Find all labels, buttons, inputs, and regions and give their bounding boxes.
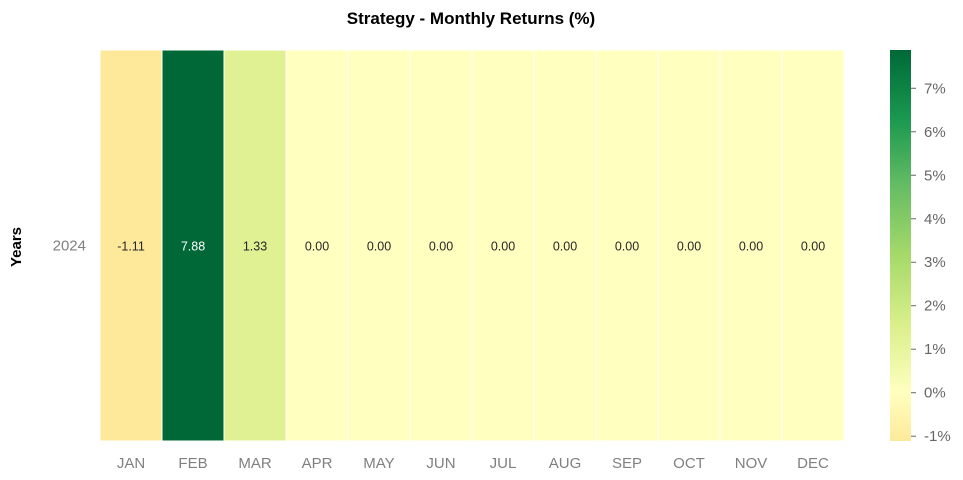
colorbar-tick-label: -1% xyxy=(924,428,951,445)
cell-value-label: 0.00 xyxy=(677,240,701,254)
colorbar-tick-label: 1% xyxy=(924,341,946,358)
cell-value-label: 0.00 xyxy=(367,240,391,254)
x-tick-label: MAR xyxy=(238,455,272,472)
colorbar-tick-label: 5% xyxy=(924,167,946,184)
cell-value-label: -1.11 xyxy=(117,240,145,254)
x-tick-label: NOV xyxy=(735,455,768,472)
x-tick-label: AUG xyxy=(549,455,582,472)
x-tick-labels: JAN FEB MAR APR MAY JUN JUL AUG SEP OCT NOV DEC xyxy=(117,455,829,472)
y-axis-label: Years xyxy=(8,227,25,267)
cell-value-label: 7.88 xyxy=(181,240,205,254)
colorbar-tick-label: 4% xyxy=(924,211,946,228)
heatmap-cell xyxy=(471,49,535,442)
cell-annotations: -1.11 7.88 1.33 0.00 0.00 0.00 0.00 0.00 0.00 0.0… xyxy=(117,240,825,254)
colorbar-tick-label: 3% xyxy=(924,254,946,271)
x-tick-label: JAN xyxy=(117,455,145,472)
heatmap-cells xyxy=(99,49,845,442)
colorbar-tick-label: 0% xyxy=(924,385,946,402)
heatmap-cell xyxy=(223,49,287,442)
colorbar-ticks: -1% 0% 1% 2% 3% 4% 5% 6% 7% xyxy=(911,80,951,445)
heatmap-cell xyxy=(285,49,349,442)
cell-value-label: 0.00 xyxy=(615,240,639,254)
cell-value-label: 0.00 xyxy=(305,240,329,254)
colorbar-tick-label: 2% xyxy=(924,298,946,315)
heatmap-cell xyxy=(657,49,721,442)
colorbar-tick-label: 6% xyxy=(924,124,946,141)
cell-value-label: 0.00 xyxy=(553,240,577,254)
cell-value-label: 0.00 xyxy=(429,240,453,254)
colorbar-tick-label: 7% xyxy=(924,80,946,97)
heatmap-cell xyxy=(533,49,597,442)
colorbar xyxy=(890,50,911,441)
heatmap-cell xyxy=(595,49,659,442)
x-tick-label: MAY xyxy=(363,455,394,472)
cell-value-label: 0.00 xyxy=(491,240,515,254)
x-tick-label: SEP xyxy=(612,455,642,472)
heatmap-cell xyxy=(409,49,473,442)
x-tick-label: DEC xyxy=(797,455,829,472)
heatmap-cell xyxy=(99,49,163,442)
x-tick-label: FEB xyxy=(178,455,207,472)
x-tick-label: OCT xyxy=(673,455,705,472)
heatmap-cell xyxy=(161,49,225,442)
x-tick-label: JUL xyxy=(490,455,517,472)
y-tick-labels: 2024 xyxy=(53,238,86,255)
heatmap-cell xyxy=(781,49,845,442)
chart-title: Strategy - Monthly Returns (%) xyxy=(347,9,595,28)
x-tick-label: APR xyxy=(302,455,333,472)
cell-value-label: 0.00 xyxy=(739,240,763,254)
cell-value-label: 0.00 xyxy=(801,240,825,254)
heatmap-cell xyxy=(347,49,411,442)
x-tick-label: JUN xyxy=(426,455,455,472)
y-tick-label: 2024 xyxy=(53,238,86,255)
cell-value-label: 1.33 xyxy=(243,240,267,254)
